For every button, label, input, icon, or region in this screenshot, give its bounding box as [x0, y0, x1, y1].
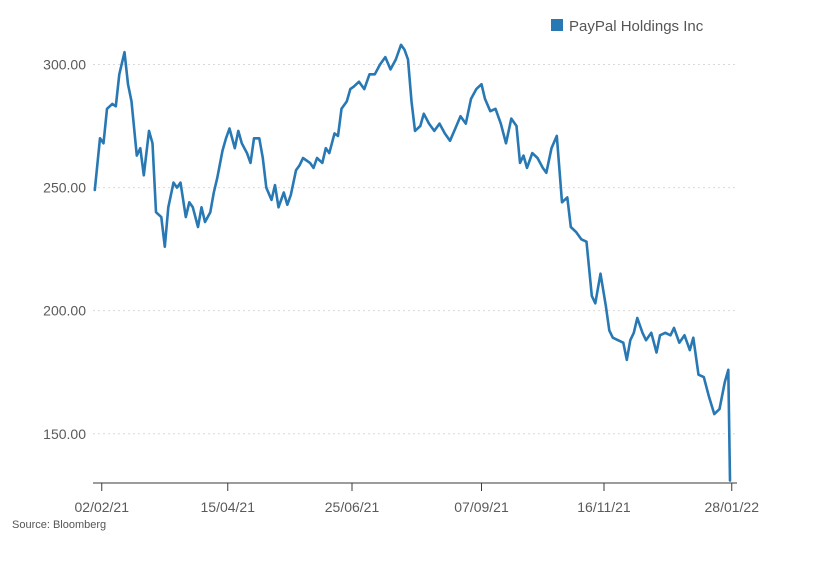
x-tick-label: 25/06/21 [325, 499, 380, 515]
x-tick-label: 07/09/21 [454, 499, 509, 515]
source-note: Source: Bloomberg [12, 519, 107, 531]
legend-label: PayPal Holdings Inc [569, 18, 704, 35]
legend: PayPal Holdings Inc [551, 18, 704, 35]
series-group [93, 43, 732, 482]
x-axis: 02/02/21 15/04/21 25/06/21 07/09/21 16/11/21… [75, 482, 760, 515]
x-tick-label: 02/02/21 [75, 499, 130, 515]
y-tick-label: 300.00 [43, 56, 86, 72]
legend-swatch [551, 19, 563, 31]
y-tick-label: 250.00 [43, 180, 86, 196]
x-tick-label: 28/01/22 [705, 499, 760, 515]
y-axis: 150.00 200.00 250.00 300.00 [43, 56, 86, 441]
x-tick-label: 16/11/21 [577, 499, 631, 515]
y-tick-label: 150.00 [43, 426, 86, 442]
grid-lines [93, 63, 737, 435]
x-tick-label: 15/04/21 [201, 499, 256, 515]
y-tick-label: 200.00 [43, 303, 86, 319]
series-line-0 [93, 43, 732, 482]
